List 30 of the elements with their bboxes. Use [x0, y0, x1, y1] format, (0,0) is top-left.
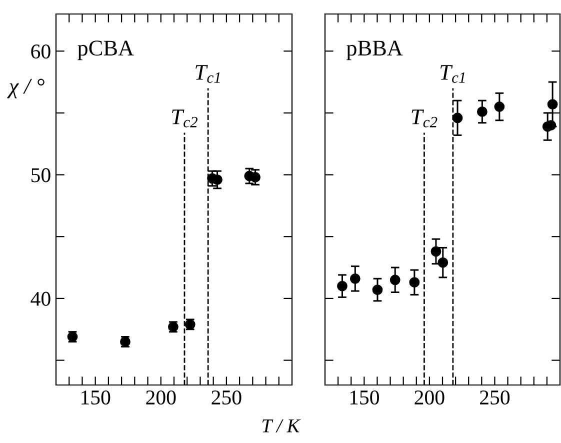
y-axis-title: χ / °	[7, 78, 44, 98]
point	[372, 284, 383, 295]
point	[438, 257, 448, 268]
x-tick-label: 250	[212, 390, 242, 405]
point	[337, 280, 348, 292]
ref-line-label: T$_{c1}$	[440, 65, 465, 83]
y-tick-label: 60	[31, 44, 50, 59]
point	[452, 112, 463, 124]
y-tick-label: 50	[32, 168, 50, 182]
point	[350, 273, 360, 284]
point	[547, 99, 558, 110]
text: pCBA	[78, 40, 134, 60]
x-tick-label: 200	[414, 390, 444, 405]
x-axis-title: T / K	[262, 419, 301, 432]
text: pBBA	[346, 40, 403, 60]
ref-line-label: T$_{c1}$	[196, 65, 220, 83]
point	[476, 106, 488, 117]
point	[430, 246, 442, 257]
ref-line-label: T$_{c2}$	[172, 110, 198, 128]
x-tick-label: 200	[146, 390, 176, 405]
point	[409, 277, 420, 288]
point	[494, 102, 505, 112]
x-tick-label: 150	[82, 390, 110, 405]
point	[250, 172, 260, 182]
y-tick-label: 40	[30, 292, 50, 306]
x-tick-label: 250	[480, 390, 510, 405]
ref-line-label: T$_{c2}$	[412, 110, 438, 128]
point	[390, 274, 400, 286]
x-tick-label: 150	[350, 390, 379, 405]
point	[212, 174, 222, 185]
